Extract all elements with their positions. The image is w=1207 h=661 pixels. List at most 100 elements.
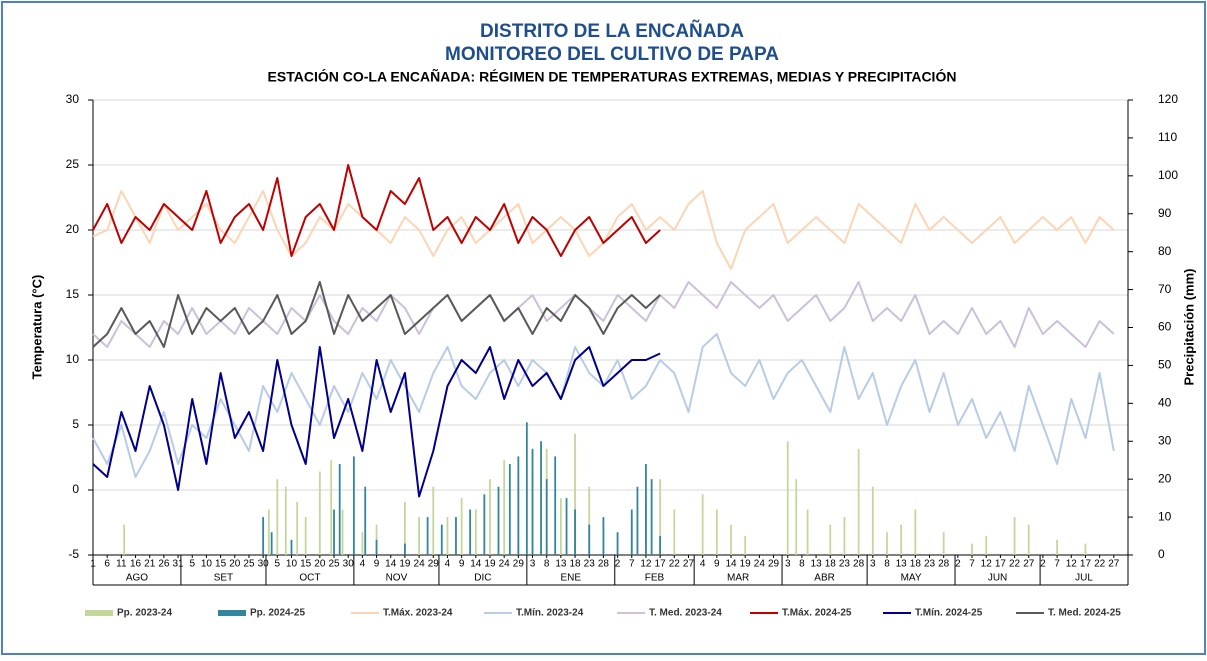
bar [446,517,449,555]
x-tick-label: 15 [300,559,312,570]
bar [650,479,653,555]
y-tick-label: 5 [72,417,79,431]
x-tick-label: 3 [785,559,791,570]
bar [270,532,273,555]
bar [744,536,747,555]
x-tick-label: 19 [484,559,496,570]
bar [352,456,355,555]
bar [276,479,279,555]
x-tick-label: 5 [189,559,195,570]
y2-tick-label: 40 [1158,396,1172,410]
chart-subtitle: ESTACIÓN CO-LA ENCAÑADA: RÉGIMEN DE TEMP… [268,68,957,85]
bar [508,464,511,555]
bar [474,509,477,555]
bar [318,471,321,555]
x-tick-label: 2 [955,559,961,570]
bar [361,532,364,555]
x-tick-label: 9 [459,559,465,570]
bar [525,422,528,555]
x-tick-label: 8 [799,559,805,570]
x-tick-label: 29 [768,559,780,570]
bar [333,509,335,555]
x-tick-label: 6 [104,559,110,570]
x-tick-label: 23 [839,559,851,570]
legend-swatch [85,610,113,616]
x-tick-label: 14 [470,559,482,570]
bar [545,479,548,555]
bar [886,532,888,555]
x-tick-label: 22 [1094,559,1106,570]
bar [338,464,341,555]
bar [871,486,874,555]
month-label: SET [214,573,233,584]
x-tick-label: 24 [499,559,511,570]
bar [364,486,367,555]
x-tick-label: 13 [896,559,908,570]
bar [296,501,299,555]
y2-tick-label: 60 [1158,320,1172,334]
bar [659,479,662,555]
y2-tick-label: 50 [1158,358,1172,372]
bar [426,517,429,555]
bar [418,517,420,555]
x-tick-label: 4 [445,559,451,570]
y-tick-label: 25 [66,157,80,171]
x-tick-label: 28 [598,559,610,570]
x-tick-label: 9 [714,559,720,570]
bar [857,448,860,555]
chart-title: DISTRITO DE LA ENCAÑADA [480,20,744,42]
x-tick-label: 10 [286,559,298,570]
y2-tick-label: 30 [1158,433,1172,447]
bar [565,498,568,555]
bar [985,536,988,555]
bar [1084,543,1087,555]
bar [531,448,534,555]
x-tick-label: 12 [981,559,993,570]
bar [404,501,406,555]
bar [942,532,945,555]
x-tick-label: 31 [173,559,185,570]
y2-tick-label: 0 [1158,547,1165,561]
month-label: NOV [386,573,408,584]
line-series [92,281,1115,348]
bar [469,509,472,555]
y2-tick-label: 10 [1158,509,1172,523]
x-tick-label: 19 [740,559,752,570]
y2-tick-label: 100 [1158,168,1178,182]
legend-swatch [218,610,246,616]
x-tick-label: 2 [1040,559,1046,570]
bar [455,517,457,555]
x-tick-label: 8 [884,559,890,570]
bar [914,509,917,555]
bar [489,479,491,555]
x-tick-label: 12 [640,559,652,570]
x-tick-label: 15 [215,559,227,570]
legend-label: T. Med. 2024-25 [1048,608,1121,619]
bar [1013,517,1016,555]
bar [730,524,732,555]
bar [404,543,406,555]
month-label: OCT [299,573,320,584]
y-tick-label: 20 [66,222,80,236]
x-tick-label: 20 [314,559,326,570]
bar [432,486,435,555]
bar [1027,524,1030,555]
x-tick-label: 19 [399,559,411,570]
line-series [92,164,661,257]
x-tick-label: 13 [555,559,567,570]
x-tick-label: 22 [1009,559,1021,570]
bar [440,524,443,555]
bar [330,460,333,555]
month-label: JUL [1075,573,1093,584]
x-tick-label: 4 [360,559,366,570]
bar [503,460,506,555]
line-series [92,333,1115,478]
x-tick-label: 23 [584,559,596,570]
y2-tick-label: 120 [1158,92,1178,106]
bar [588,486,591,555]
bar [971,543,973,555]
bar [262,517,265,555]
bar [554,456,557,555]
